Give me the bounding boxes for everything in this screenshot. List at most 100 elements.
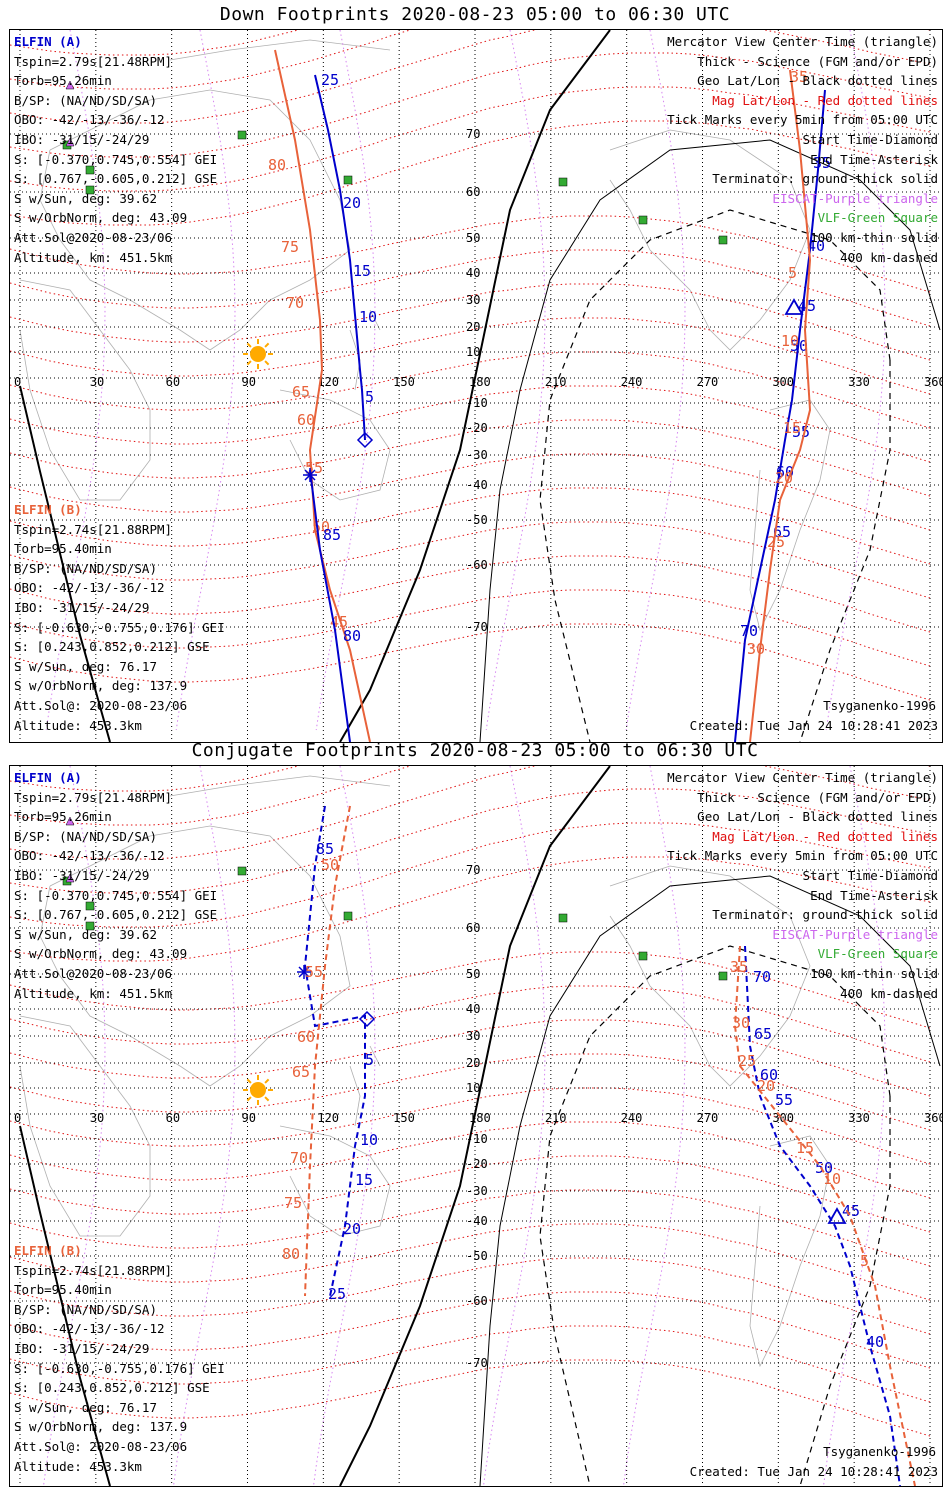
legend-item: End Time-Asterisk [810,151,938,167]
terminator-ground [339,30,611,742]
end-asterisk [297,965,311,979]
track-tick-label: 15 [783,419,801,437]
lon-label: 240 [621,375,643,389]
elfin-b-info-line: Tspin=2.74s[21.88RPM] [14,1262,173,1278]
elfin-b-track-west [274,49,371,742]
track-tick-label: 65 [292,383,310,401]
lat-label: 70 [466,863,480,877]
coastlines [19,775,831,1368]
vlf-station-square [85,185,95,195]
legend-item: Geo Lat/Lon - Black dotted lines [697,73,938,89]
track-tick-label: 15 [796,1139,814,1157]
legend-item: EISCAT-Purple triangle [772,190,938,206]
lon-label: 270 [697,1111,719,1125]
eiscat-triangle [65,873,75,883]
mag-lon-line [823,766,886,1486]
vlf-station-square [85,901,95,911]
sun-disc [250,1082,266,1098]
track-tick-label: 55 [775,1091,793,1109]
sun-ray [264,360,270,366]
legend-item: Thick - Science (FGM and/or EPD) [697,789,938,805]
elfin-a-info-line: B/SP: (NA/ND/SD/SA) [14,92,157,108]
track-tick-label: 20 [775,469,793,487]
coastline [169,39,391,61]
coastline [279,389,391,501]
track-tick-label: 20 [343,1220,361,1238]
elfin-b-info-line: S: [0.243,0.852,0.212] GSE [14,639,210,655]
lon-label: 330 [848,1111,870,1125]
elfin-b-info-line: S w/OrbNorm, deg: 137.9 [14,678,188,694]
legend-item: 100 km-thin solid [810,965,938,981]
mag-lat-line [10,120,931,226]
lat-label: -60 [466,558,488,572]
vlf-station-square [85,921,95,931]
coastline [349,1065,361,1127]
sun-ray [246,1078,252,1084]
elfin-a-conjugate-east [744,945,901,1486]
elfin-b-info-line: Altitude: 453.3km [14,1458,142,1474]
track-tick-label: 70 [753,968,771,986]
track-tick-label: 30 [732,1014,750,1032]
map-layer: 0306090120150180210240270300330360706050… [10,30,942,742]
mag-lat-line [10,788,931,894]
elfin-b-info-line: S: [-0.630,-0.755,0.176] GEI [14,619,225,635]
mag-lat-line [10,30,301,56]
geo-grid [10,766,942,1486]
coastline [749,1135,831,1368]
track-tick-label: 65 [292,1063,310,1081]
sun-ray [246,360,252,366]
track-tick-label: 35 [790,68,808,86]
vlf-station-square [85,165,95,175]
track-tick-label: 65 [754,1025,772,1043]
track-tick-label: 80 [268,156,286,174]
elfin-a-info: ELFIN (A) Tspin=2.79s[21.48RPM] Torb=95.2… [14,768,217,1001]
legend-item: EISCAT-Purple triangle [772,926,938,942]
lat-label: 20 [466,320,480,334]
elfin-b-info-line: OBO: -42/-13/-36/-12 [14,580,165,596]
lat-label: 50 [466,231,480,245]
lat-label: 10 [466,1081,480,1095]
lat-label: -20 [466,421,488,435]
elfin-a-track-west [314,74,366,441]
coastline [279,1125,391,1237]
coastlines [19,39,831,632]
vlf-station-square [558,913,568,923]
vlf-station-square [638,215,648,225]
lat-label: -50 [466,513,488,527]
lon-label: 360 [924,375,942,389]
track-tick-label: 80 [282,1245,300,1263]
mag-lon-line [313,766,376,1486]
lat-label: 40 [466,266,480,280]
lon-label: 240 [621,1111,643,1125]
vlf-station-square [343,911,353,921]
track-tick-label: 60 [297,1028,315,1046]
elfin-b-label: ELFIN (B) [14,502,82,517]
sun-ray [264,1096,270,1102]
track-tick-label: 60 [297,411,315,429]
lat-label: 60 [466,921,480,935]
elfin-a-info-line: S w/Sun, deg: 39.62 [14,190,157,206]
elfin-b-info-line: Torb=95.40min [14,541,112,557]
terminator-100km [479,875,941,1486]
mag-lon-line [43,766,106,1486]
lat-label: -40 [466,478,488,492]
vlf-station-square [718,235,728,245]
track-tick-label: 5 [788,264,797,282]
elfin-b-conjugate-east [733,945,916,1486]
track-tick-label: 70 [290,1149,308,1167]
track-tick-label: 70 [740,622,758,640]
track-tick-label: 5 [365,1051,374,1069]
terminator [19,30,941,742]
elfin-a-track-lower [309,469,351,742]
track-tick-label: 10 [823,1170,841,1188]
sun-icon [243,339,273,369]
track-tick-label: 25 [767,533,785,551]
map-layer: 0306090120150180210240270300330360706050… [10,766,942,1486]
sun-disc [250,346,266,362]
legend-item: Mag Lat/Lon - Red dotted lines [712,828,938,844]
track-tick-label: 5 [860,1252,869,1270]
created-label: Created: Tue Jan 24 10:28:41 2023 [689,1464,938,1479]
terminator-ground-west [19,385,111,742]
lat-label: -70 [466,620,488,634]
lat-label: -30 [466,448,488,462]
